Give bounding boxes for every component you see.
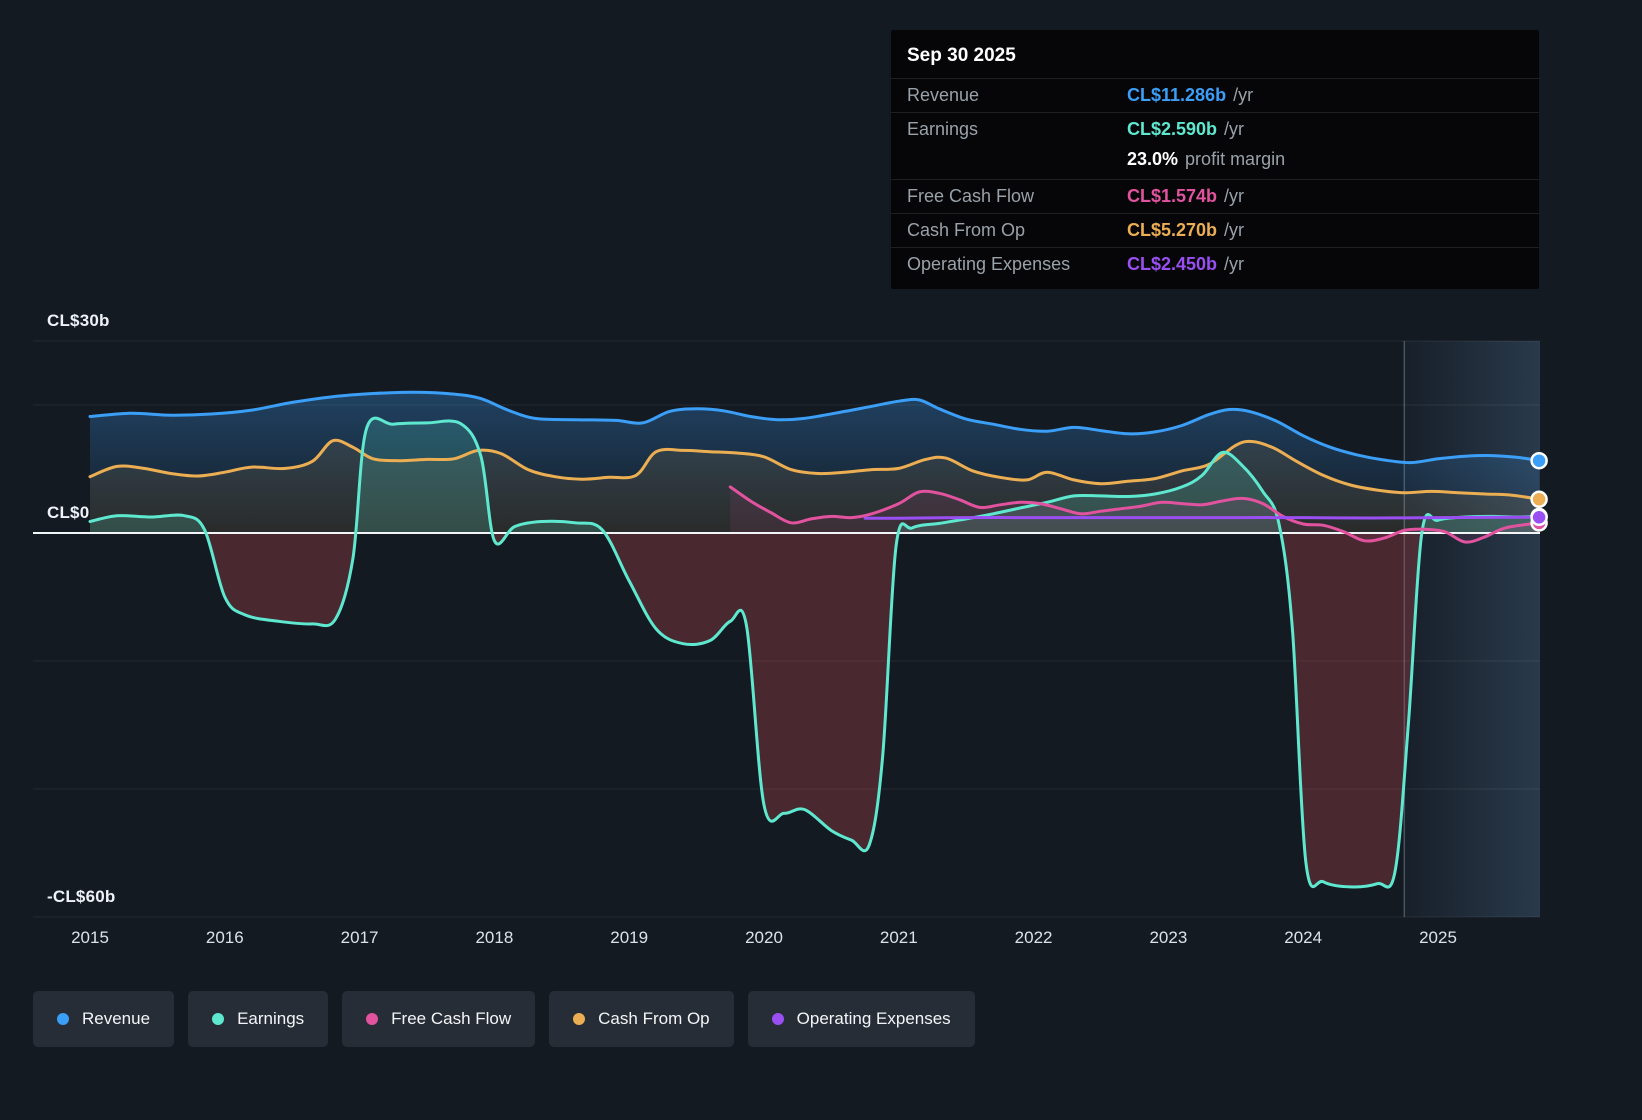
legend-item-free-cash-flow[interactable]: Free Cash Flow xyxy=(342,991,536,1047)
x-axis-label-2017: 2017 xyxy=(340,928,379,947)
cash-from-op-line xyxy=(88,438,1541,501)
tooltip-row-value: CL$1.574b xyxy=(1127,186,1218,206)
legend-item-earnings[interactable]: Earnings xyxy=(188,991,329,1047)
x-axis-label-2023: 2023 xyxy=(1149,928,1188,947)
tooltip-row-value: CL$11.286b xyxy=(1127,85,1227,105)
earnings-line xyxy=(88,416,1541,889)
free-cash-flow-area xyxy=(730,486,1540,543)
tooltip-row-label: Free Cash Flow xyxy=(907,186,1035,206)
tooltip-row: Free Cash Flow CL$1.574b/yr xyxy=(891,179,1539,213)
profit-margin-label: profit margin xyxy=(1185,149,1286,169)
tooltip-row: Revenue CL$11.286b/yr xyxy=(891,78,1539,112)
legend-item-label: Operating Expenses xyxy=(796,1009,951,1028)
tooltip-row: Operating Expenses CL$2.450b/yr xyxy=(891,247,1539,281)
legend-item-label: Revenue xyxy=(82,1009,151,1028)
tooltip-row-unit: /yr xyxy=(1224,220,1245,240)
legend-item-label: Cash From Op xyxy=(598,1009,710,1028)
x-axis-label-2021: 2021 xyxy=(879,928,918,947)
cash-from-op-area xyxy=(90,440,1540,533)
x-axis-label-2020: 2020 xyxy=(745,928,783,947)
free-cash-flow-legend-dot-icon xyxy=(366,1013,379,1025)
tooltip-row-value: CL$2.590b xyxy=(1127,119,1218,139)
tooltip-row-unit: /yr xyxy=(1224,254,1245,274)
revenue-line xyxy=(88,390,1541,465)
tooltip-row-label: Operating Expenses xyxy=(907,254,1071,274)
tooltip-row-label: Cash From Op xyxy=(907,220,1026,240)
legend: Revenue Earnings Free Cash Flow Cash From O… xyxy=(33,991,975,1047)
tooltip-profit-margin-row: 23.0% profit margin xyxy=(891,144,1539,179)
legend-item-label: Earnings xyxy=(237,1009,305,1028)
y-axis-label: CL$0 xyxy=(47,503,90,522)
tooltip-rows: Revenue CL$11.286b/yr Earnings CL$2.590b/yr… xyxy=(891,78,1539,281)
free-cash-flow-line xyxy=(728,485,1541,544)
x-axis-label-2015: 2015 xyxy=(71,928,109,947)
legend-item-cash-from-op[interactable]: Cash From Op xyxy=(549,991,734,1047)
revenue-legend-dot-icon xyxy=(57,1013,69,1025)
operating-expenses-end-marker xyxy=(1530,508,1548,527)
x-axis-label-2019: 2019 xyxy=(610,928,649,947)
tooltip-row-label: Earnings xyxy=(907,119,979,139)
x-axis-label-2024: 2024 xyxy=(1284,928,1323,947)
y-axis-label: CL$30b xyxy=(47,311,110,330)
tooltip-row-label: Revenue xyxy=(907,85,980,105)
legend-item-revenue[interactable]: Revenue xyxy=(33,991,175,1047)
revenue-end-marker xyxy=(1530,451,1548,470)
x-axis-label-2022: 2022 xyxy=(1014,928,1053,947)
x-axis-label-2016: 2016 xyxy=(205,928,244,947)
tooltip-date: Sep 30 2025 xyxy=(907,45,1016,66)
profit-margin-value: 23.0% xyxy=(1127,149,1179,169)
tooltip-row: Cash From Op CL$5.270b/yr xyxy=(891,213,1539,247)
earnings-legend-dot-icon xyxy=(212,1013,225,1025)
cash-from-op-legend-dot-icon xyxy=(573,1013,586,1025)
earnings-area-negative xyxy=(90,533,1540,887)
legend-item-operating-expenses[interactable]: Operating Expenses xyxy=(747,991,975,1047)
x-axis-label-2025: 2025 xyxy=(1419,928,1457,947)
legend-item-label: Free Cash Flow xyxy=(391,1009,512,1028)
highlight-band xyxy=(1404,341,1540,917)
operating-expenses-legend-dot-icon xyxy=(771,1013,784,1025)
tooltip-panel: Sep 30 2025 Revenue CL$11.286b/yr Earnings… xyxy=(891,30,1539,289)
tooltip-row: Earnings CL$2.590b/yr xyxy=(891,112,1539,146)
tooltip-row-unit: /yr xyxy=(1224,119,1245,139)
tooltip-row-unit: /yr xyxy=(1233,85,1254,105)
tooltip-row-unit: /yr xyxy=(1224,186,1245,206)
tooltip-row-value: CL$2.450b xyxy=(1127,254,1218,274)
operating-expenses-line xyxy=(863,515,1541,520)
x-axis-label-2018: 2018 xyxy=(475,928,514,947)
y-axis-label: -CL$60b xyxy=(47,887,116,906)
cash-from-op-end-marker xyxy=(1530,490,1548,509)
tooltip-row-value: CL$5.270b xyxy=(1127,220,1218,240)
